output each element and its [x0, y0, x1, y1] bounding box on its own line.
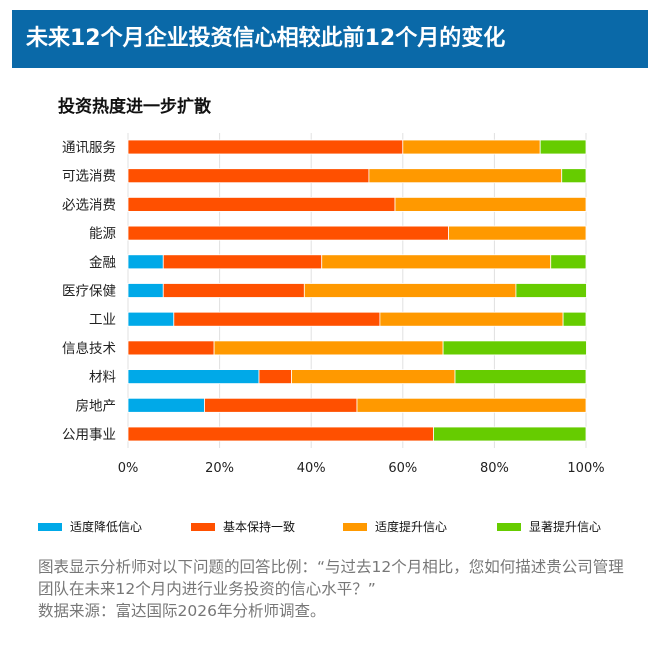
category-label: 材料 — [89, 370, 116, 386]
bar-segment — [433, 426, 587, 442]
bar-segment — [127, 426, 434, 442]
bar-segment — [368, 168, 563, 184]
category-label: 工业 — [89, 312, 116, 328]
bar-segment — [303, 283, 517, 298]
footnote-question: 图表显示分析师对以下问题的回答比例：“与过去12个月相比，您如何描述贵公司管理团… — [38, 558, 624, 598]
category-label: 可选消费 — [62, 169, 116, 185]
bar-segment — [173, 311, 381, 327]
bar-segment — [127, 397, 205, 413]
category-label: 必选消费 — [62, 197, 116, 213]
bar-segment — [562, 311, 587, 327]
bar-segment — [162, 254, 323, 270]
bar-segment — [127, 254, 164, 270]
x-tick-label: 40% — [297, 461, 326, 476]
x-tick-label: 80% — [480, 461, 509, 476]
category-label: 信息技术 — [62, 340, 116, 357]
footnote: 图表显示分析师对以下问题的回答比例：“与过去12个月相比，您如何描述贵公司管理团… — [38, 556, 638, 622]
chart-title: 投资热度进一步扩散 — [58, 97, 211, 117]
bar-segment — [162, 283, 305, 298]
bar-segment — [356, 397, 587, 413]
bar-segment — [321, 254, 552, 270]
legend-item: 基本保持一致 — [191, 518, 295, 535]
footnote-source: 数据来源：富达国际2026年分析师调查。 — [38, 602, 326, 620]
stacked-bar-chart: 0% 20% 40% 60% 80% 100% 通讯服务可选消费必选消费能源金融医疗保健工业… — [62, 133, 605, 476]
category-label: 能源 — [89, 226, 116, 242]
legend-label: 基本保持一致 — [223, 520, 296, 534]
bar-segment — [258, 369, 292, 385]
category-label: 房地产 — [76, 398, 117, 414]
bar-segment — [127, 168, 370, 184]
bar-segment — [379, 311, 564, 327]
x-tick-label: 60% — [388, 461, 417, 476]
x-tick-label: 0% — [118, 461, 139, 476]
category-label: 医疗保健 — [62, 284, 116, 300]
bar-segment — [213, 340, 444, 356]
bar-segment — [127, 311, 175, 327]
bar-segment — [127, 369, 260, 385]
legend-label: 适度提升信心 — [375, 520, 448, 534]
legend-swatch — [497, 522, 521, 531]
header-title: 未来12个月企业投资信心相较此前12个月的变化 — [12, 10, 648, 68]
bar-segment — [127, 340, 215, 356]
category-label: 公用事业 — [62, 427, 116, 443]
bar-segment — [127, 225, 450, 241]
bar-segment — [515, 283, 587, 298]
category-label: 通讯服务 — [62, 140, 116, 156]
legend-label: 适度降低信心 — [70, 520, 143, 534]
legend-item: 适度降低信心 — [38, 518, 142, 535]
legend: 适度降低信心 基本保持一致 适度提升信心 显著提升信心 — [0, 518, 660, 538]
legend-swatch — [343, 522, 367, 531]
bar-segment — [291, 369, 456, 385]
bar-segment — [127, 283, 164, 298]
bar-segment — [127, 139, 404, 155]
category-label: 金融 — [89, 255, 116, 271]
bar-segment — [561, 168, 587, 184]
legend-swatch — [191, 522, 215, 531]
x-tick-label: 100% — [567, 461, 604, 476]
bar-segment — [402, 139, 541, 155]
legend-item: 适度提升信心 — [343, 518, 447, 535]
bar-segment — [550, 254, 587, 270]
bar-segment — [394, 196, 587, 212]
bar-segment — [442, 340, 587, 356]
bar-segment — [539, 139, 587, 155]
legend-swatch — [38, 522, 62, 531]
bar-segment — [204, 397, 358, 413]
x-tick-label: 20% — [205, 461, 234, 476]
legend-item: 显著提升信心 — [497, 518, 601, 535]
bar-segment — [448, 225, 587, 241]
bar-segment — [127, 196, 396, 212]
bar-segment — [454, 369, 587, 385]
legend-label: 显著提升信心 — [529, 520, 602, 534]
